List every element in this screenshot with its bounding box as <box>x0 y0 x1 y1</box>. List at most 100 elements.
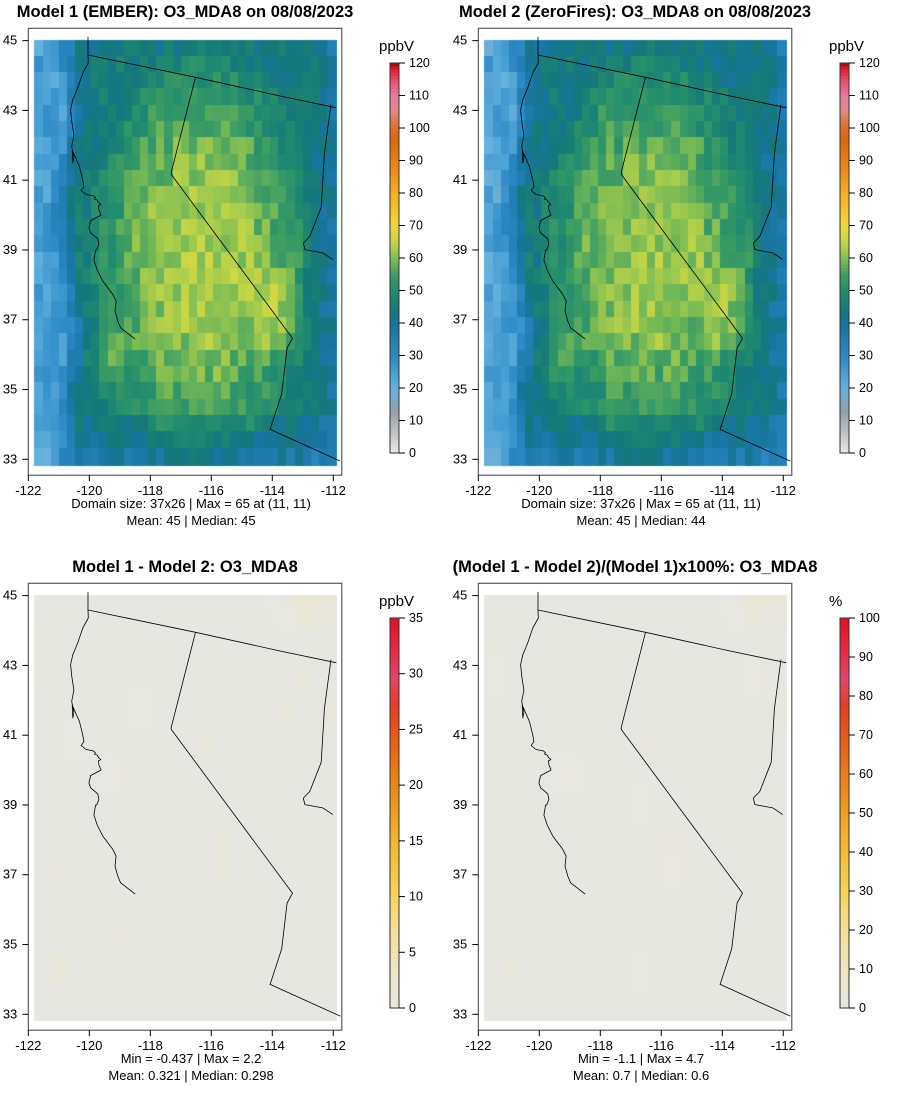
svg-text:45: 45 <box>453 33 467 48</box>
svg-text:70: 70 <box>859 728 873 742</box>
svg-text:20: 20 <box>409 381 423 395</box>
svg-text:45: 45 <box>453 588 467 603</box>
svg-text:40: 40 <box>409 316 423 330</box>
svg-text:40: 40 <box>859 316 873 330</box>
svg-text:10: 10 <box>409 890 423 904</box>
svg-text:33: 33 <box>3 451 17 466</box>
svg-text:70: 70 <box>409 219 423 233</box>
svg-text:43: 43 <box>453 657 467 672</box>
svg-text:120: 120 <box>859 56 880 70</box>
svg-text:Mean: 0.7 | Median: 0.6: Mean: 0.7 | Median: 0.6 <box>573 1068 709 1083</box>
svg-text:-122: -122 <box>15 483 41 498</box>
svg-text:0: 0 <box>859 1001 866 1015</box>
svg-text:60: 60 <box>859 251 873 265</box>
svg-text:80: 80 <box>409 186 423 200</box>
svg-text:43: 43 <box>3 102 17 117</box>
svg-text:120: 120 <box>409 56 430 70</box>
svg-text:41: 41 <box>453 727 467 742</box>
svg-text:35: 35 <box>453 937 467 952</box>
svg-text:-112: -112 <box>771 1038 796 1053</box>
svg-text:10: 10 <box>409 414 423 428</box>
svg-text:30: 30 <box>859 884 873 898</box>
svg-text:37: 37 <box>3 867 17 882</box>
svg-text:100: 100 <box>409 121 430 135</box>
svg-text:Model 2 (ZeroFires): O3_MDA8 o: Model 2 (ZeroFires): O3_MDA8 on 08/08/20… <box>459 3 811 21</box>
svg-text:45: 45 <box>3 588 17 603</box>
svg-text:0: 0 <box>409 446 416 460</box>
svg-text:15: 15 <box>409 834 423 848</box>
svg-text:-120: -120 <box>76 1038 102 1053</box>
svg-text:39: 39 <box>453 797 467 812</box>
svg-text:41: 41 <box>3 172 17 187</box>
svg-text:40: 40 <box>859 845 873 859</box>
svg-text:100: 100 <box>859 611 880 625</box>
svg-text:41: 41 <box>3 727 17 742</box>
svg-text:-120: -120 <box>526 1038 552 1053</box>
svg-text:35: 35 <box>3 382 17 397</box>
svg-text:5: 5 <box>409 945 416 959</box>
svg-text:20: 20 <box>859 381 873 395</box>
svg-text:Mean: 45 | Median: 45: Mean: 45 | Median: 45 <box>126 513 255 528</box>
svg-text:-112: -112 <box>321 483 346 498</box>
svg-text:60: 60 <box>409 251 423 265</box>
svg-text:70: 70 <box>859 219 873 233</box>
svg-text:%: % <box>829 593 842 610</box>
svg-text:20: 20 <box>859 923 873 937</box>
svg-text:39: 39 <box>453 242 467 257</box>
svg-text:33: 33 <box>453 1006 467 1021</box>
svg-text:0: 0 <box>409 1001 416 1015</box>
svg-text:80: 80 <box>859 689 873 703</box>
svg-text:60: 60 <box>859 767 873 781</box>
svg-text:35: 35 <box>453 382 467 397</box>
svg-text:10: 10 <box>859 962 873 976</box>
svg-text:110: 110 <box>409 89 429 103</box>
svg-text:25: 25 <box>409 722 423 736</box>
svg-text:50: 50 <box>859 284 873 298</box>
svg-text:Model 1 - Model 2: O3_MDA8: Model 1 - Model 2: O3_MDA8 <box>72 558 298 576</box>
svg-text:Mean: 45 | Median: 44: Mean: 45 | Median: 44 <box>576 513 705 528</box>
svg-text:-114: -114 <box>710 1038 735 1053</box>
svg-text:30: 30 <box>409 667 423 681</box>
svg-text:100: 100 <box>859 121 880 135</box>
svg-text:90: 90 <box>859 154 873 168</box>
svg-text:ppbV: ppbV <box>379 38 414 55</box>
svg-text:Domain size: 37x26 | Max = 65: Domain size: 37x26 | Max = 65 at (11, 11… <box>521 496 761 511</box>
svg-text:10: 10 <box>859 414 873 428</box>
svg-text:110: 110 <box>859 89 879 103</box>
svg-text:43: 43 <box>3 657 17 672</box>
svg-text:ppbV: ppbV <box>379 593 414 610</box>
svg-text:35: 35 <box>409 611 423 625</box>
svg-text:37: 37 <box>453 312 467 327</box>
svg-text:Min = -1.1 | Max = 4.7: Min = -1.1 | Max = 4.7 <box>578 1051 704 1066</box>
svg-text:45: 45 <box>3 33 17 48</box>
svg-text:43: 43 <box>453 102 467 117</box>
svg-text:-112: -112 <box>321 1038 346 1053</box>
svg-text:Mean: 0.321 | Median: 0.298: Mean: 0.321 | Median: 0.298 <box>108 1068 273 1083</box>
svg-text:90: 90 <box>409 154 423 168</box>
svg-text:39: 39 <box>3 242 17 257</box>
svg-text:39: 39 <box>3 797 17 812</box>
svg-text:33: 33 <box>453 451 467 466</box>
svg-text:30: 30 <box>409 349 423 363</box>
svg-text:Model 1 (EMBER): O3_MDA8 on 08: Model 1 (EMBER): O3_MDA8 on 08/08/2023 <box>17 3 354 21</box>
svg-text:0: 0 <box>859 446 866 460</box>
svg-text:41: 41 <box>453 172 467 187</box>
svg-text:37: 37 <box>3 312 17 327</box>
svg-text:-122: -122 <box>465 1038 491 1053</box>
svg-text:-112: -112 <box>771 483 796 498</box>
svg-text:50: 50 <box>409 284 423 298</box>
svg-text:33: 33 <box>3 1006 17 1021</box>
svg-text:50: 50 <box>859 806 873 820</box>
svg-text:20: 20 <box>409 778 423 792</box>
svg-text:90: 90 <box>859 650 873 664</box>
svg-text:-122: -122 <box>15 1038 41 1053</box>
svg-text:-122: -122 <box>465 483 491 498</box>
svg-text:30: 30 <box>859 349 873 363</box>
svg-text:Domain size: 37x26 | Max = 65: Domain size: 37x26 | Max = 65 at (11, 11… <box>71 496 311 511</box>
svg-text:(Model 1 - Model 2)/(Model 1)x: (Model 1 - Model 2)/(Model 1)x100%: O3_M… <box>453 558 818 576</box>
svg-text:Min = -0.437 | Max = 2.2: Min = -0.437 | Max = 2.2 <box>121 1051 262 1066</box>
svg-text:35: 35 <box>3 937 17 952</box>
svg-text:-114: -114 <box>260 1038 285 1053</box>
svg-text:ppbV: ppbV <box>829 38 864 55</box>
svg-text:80: 80 <box>859 186 873 200</box>
